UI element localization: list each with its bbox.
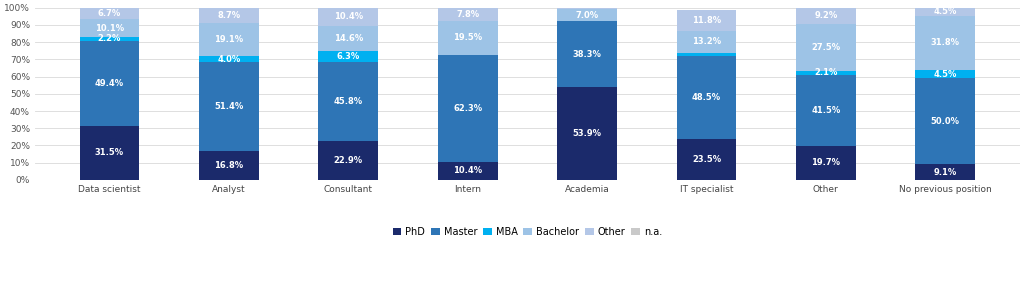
- Text: 14.6%: 14.6%: [334, 34, 362, 43]
- Text: 11.8%: 11.8%: [692, 16, 721, 25]
- Bar: [677, 10, 736, 31]
- Text: 19.5%: 19.5%: [453, 33, 482, 42]
- Text: 19.7%: 19.7%: [811, 158, 841, 168]
- Bar: [318, 140, 378, 180]
- Bar: [199, 23, 259, 55]
- Text: 9.2%: 9.2%: [814, 11, 838, 20]
- Bar: [557, 87, 616, 180]
- Bar: [677, 31, 736, 53]
- Bar: [318, 62, 378, 140]
- Text: 23.5%: 23.5%: [692, 155, 721, 164]
- Bar: [796, 74, 856, 146]
- Bar: [915, 16, 975, 70]
- Text: 31.5%: 31.5%: [95, 148, 124, 157]
- Text: 16.8%: 16.8%: [214, 161, 244, 170]
- Text: 4.5%: 4.5%: [934, 70, 956, 79]
- Text: 49.4%: 49.4%: [95, 79, 124, 88]
- Text: 4.5%: 4.5%: [934, 7, 956, 16]
- Text: 13.2%: 13.2%: [692, 37, 721, 46]
- Text: 48.5%: 48.5%: [692, 93, 721, 102]
- Bar: [915, 164, 975, 180]
- Bar: [199, 151, 259, 180]
- Text: 22.9%: 22.9%: [334, 156, 362, 165]
- Bar: [80, 126, 139, 180]
- Bar: [80, 37, 139, 40]
- Text: 50.0%: 50.0%: [931, 117, 959, 126]
- Bar: [199, 8, 259, 23]
- Text: 10.4%: 10.4%: [334, 12, 362, 21]
- Bar: [557, 7, 616, 9]
- Text: 45.8%: 45.8%: [334, 97, 362, 106]
- Bar: [796, 146, 856, 180]
- Bar: [915, 8, 975, 16]
- Text: 41.5%: 41.5%: [811, 106, 841, 115]
- Bar: [557, 9, 616, 21]
- Text: 10.1%: 10.1%: [95, 23, 124, 33]
- Bar: [80, 40, 139, 126]
- Text: 19.1%: 19.1%: [214, 35, 244, 44]
- Text: 2.2%: 2.2%: [98, 34, 121, 43]
- Bar: [915, 70, 975, 78]
- Text: 27.5%: 27.5%: [811, 43, 841, 52]
- Text: 2.1%: 2.1%: [814, 68, 838, 77]
- Text: 10.4%: 10.4%: [453, 166, 482, 175]
- Bar: [677, 140, 736, 180]
- Text: 4.0%: 4.0%: [217, 55, 241, 63]
- Bar: [796, 71, 856, 74]
- Text: 6.3%: 6.3%: [337, 52, 359, 61]
- Bar: [438, 162, 498, 180]
- Bar: [438, 21, 498, 55]
- Bar: [318, 8, 378, 25]
- Bar: [796, 23, 856, 71]
- Text: 7.0%: 7.0%: [575, 10, 599, 20]
- Text: 38.3%: 38.3%: [572, 50, 601, 59]
- Bar: [199, 63, 259, 151]
- Bar: [80, 8, 139, 19]
- Bar: [80, 19, 139, 37]
- Text: 9.1%: 9.1%: [934, 168, 956, 177]
- Text: 8.7%: 8.7%: [217, 11, 241, 20]
- Bar: [199, 55, 259, 63]
- Bar: [915, 78, 975, 164]
- Bar: [438, 55, 498, 162]
- Bar: [677, 56, 736, 140]
- Text: 7.8%: 7.8%: [456, 10, 479, 19]
- Bar: [438, 8, 498, 21]
- Text: 6.7%: 6.7%: [98, 9, 121, 18]
- Text: 51.4%: 51.4%: [214, 102, 244, 111]
- Text: 53.9%: 53.9%: [572, 129, 601, 138]
- Bar: [318, 51, 378, 62]
- Bar: [796, 8, 856, 23]
- Bar: [318, 25, 378, 51]
- Text: 62.3%: 62.3%: [453, 104, 482, 113]
- Bar: [677, 53, 736, 56]
- Text: 31.8%: 31.8%: [931, 38, 959, 48]
- Legend: PhD, Master, MBA, Bachelor, Other, n.a.: PhD, Master, MBA, Bachelor, Other, n.a.: [389, 223, 666, 241]
- Bar: [557, 21, 616, 87]
